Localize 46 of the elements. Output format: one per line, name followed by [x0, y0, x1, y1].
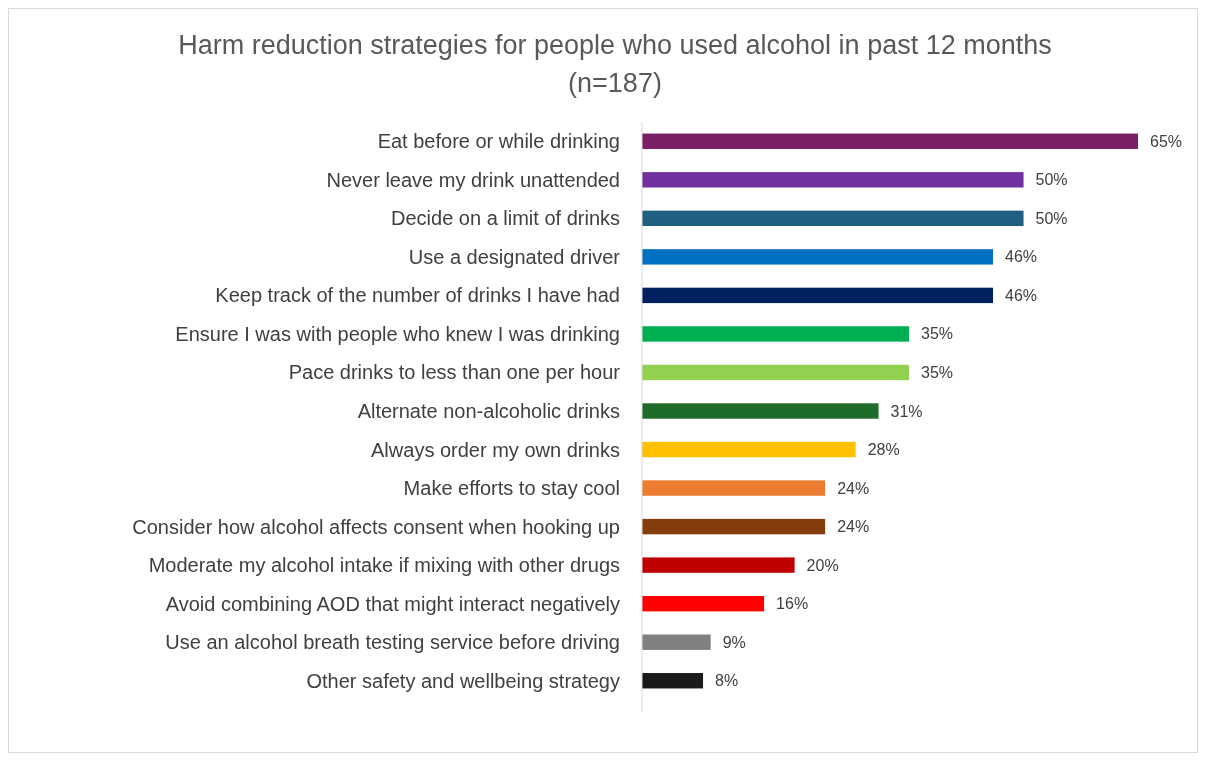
data-label: 24%	[837, 479, 870, 497]
y-tick-label: Eat before or while drinking	[377, 130, 620, 153]
data-label: 50%	[1035, 209, 1068, 227]
y-tick-label: Decide on a limit of drinks	[391, 207, 620, 230]
data-label: 35%	[921, 325, 954, 343]
y-tick-label: Ensure I was with people who knew I was drinking	[175, 322, 620, 345]
data-label: 24%	[837, 518, 870, 536]
bar	[642, 557, 795, 573]
y-tick-label: Use a designated driver	[408, 245, 621, 268]
y-tick-label: Make efforts to stay cool	[403, 477, 620, 500]
bar	[642, 518, 826, 535]
y-tick-label: Avoid combining AOD that might interact negatively	[165, 592, 620, 615]
y-tick-label: Never leave my drink unattended	[326, 168, 620, 191]
bar	[642, 480, 826, 496]
bar	[642, 441, 856, 458]
bar	[642, 287, 994, 304]
bar	[642, 172, 1024, 188]
data-label: 20%	[806, 556, 839, 574]
data-label: 35%	[921, 363, 954, 381]
data-label: 16%	[776, 595, 809, 613]
bar	[642, 210, 1024, 227]
data-label: 46%	[1005, 248, 1038, 266]
data-label: 46%	[1005, 286, 1038, 304]
bar	[642, 133, 1138, 149]
y-tick-label: Always order my own drinks	[371, 438, 620, 461]
y-tick-label: Other safety and wellbeing strategy	[306, 669, 620, 692]
bar	[642, 403, 879, 419]
bar	[642, 249, 994, 265]
bar	[642, 364, 910, 381]
bar	[642, 326, 910, 342]
y-tick-label: Keep track of the number of drinks I have had	[215, 284, 620, 307]
bar	[642, 595, 765, 612]
y-tick-label: Pace drinks to less than one per hour	[288, 361, 621, 384]
bar	[642, 673, 704, 689]
bar	[642, 634, 711, 650]
data-label: 31%	[890, 402, 923, 420]
data-label: 28%	[867, 441, 900, 459]
data-label: 8%	[715, 672, 739, 690]
data-label: 65%	[1150, 132, 1183, 150]
chart-title: Harm reduction strategies for people who used alcohol in past 12 months (n=187)	[178, 30, 1052, 98]
y-tick-label: Use an alcohol breath testing service before driving	[165, 631, 620, 654]
y-tick-label: Moderate my alcohol intake if mixing with other drugs	[148, 554, 620, 577]
y-tick-label: Consider how alcohol affects consent when hooking up	[132, 515, 620, 538]
data-label: 9%	[722, 633, 746, 651]
y-tick-label: Alternate non-alcoholic drinks	[357, 400, 620, 422]
data-label: 50%	[1035, 171, 1068, 189]
